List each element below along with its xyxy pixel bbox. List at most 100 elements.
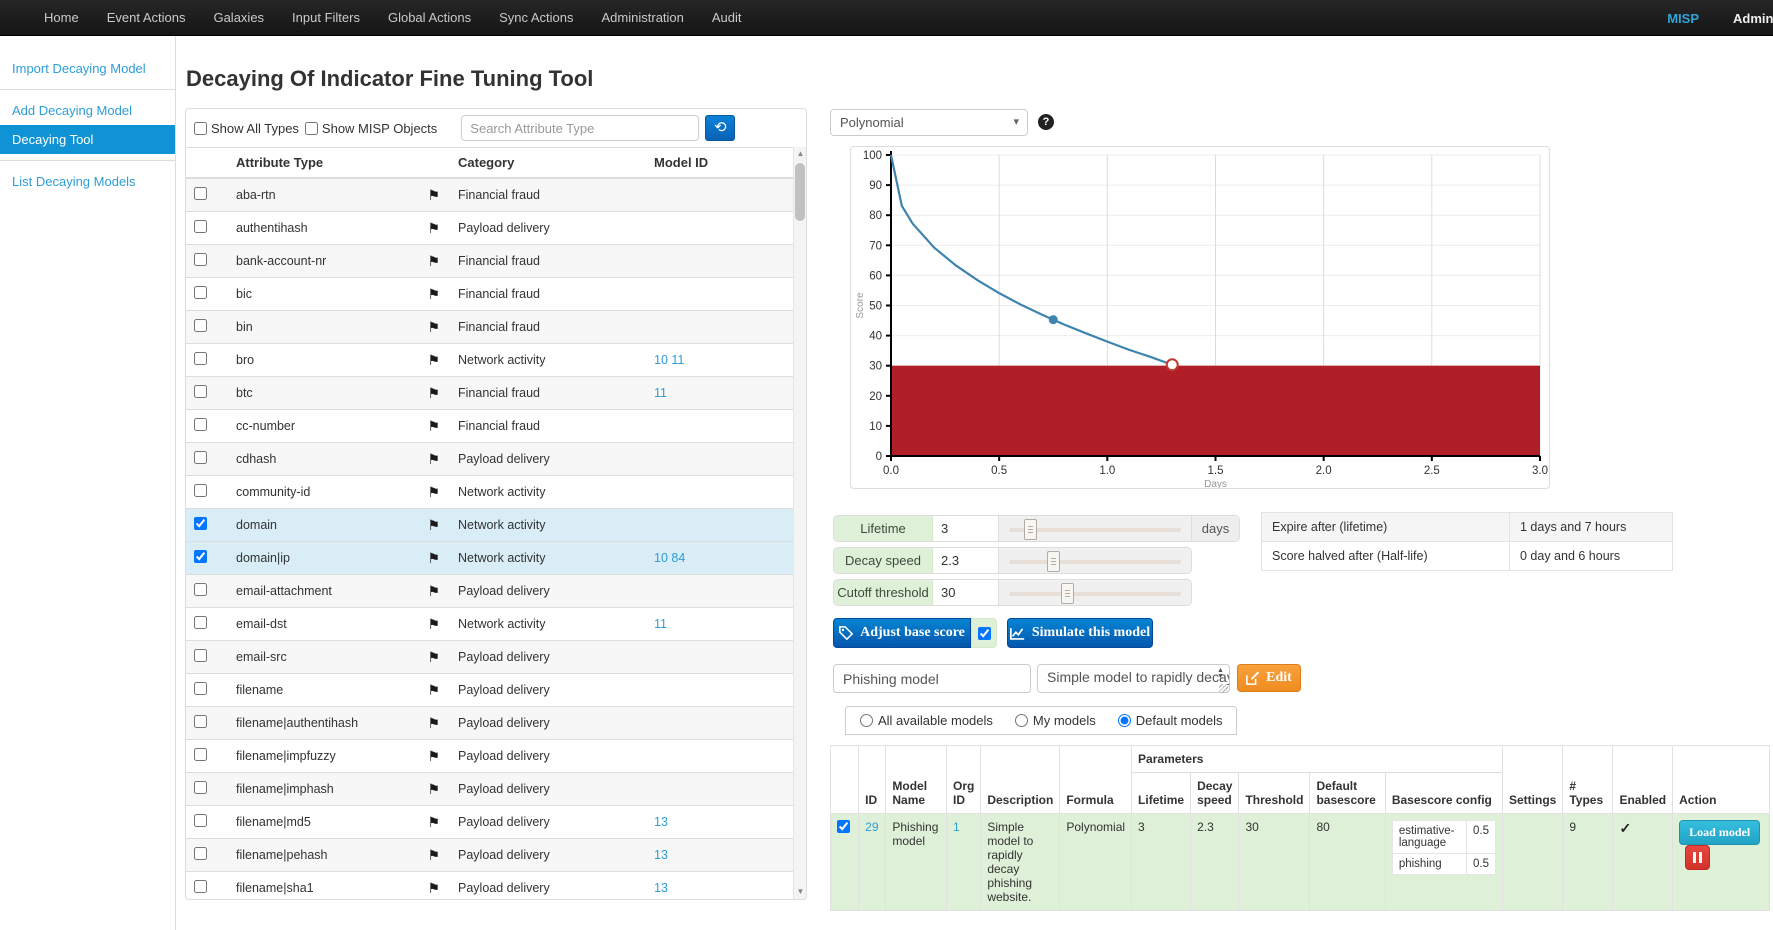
model-description-textarea[interactable]: Simple model to rapidly decay bbox=[1037, 664, 1230, 693]
attribute-checkbox[interactable] bbox=[194, 682, 207, 695]
slider-track[interactable] bbox=[1009, 592, 1181, 596]
attribute-checkbox[interactable] bbox=[194, 220, 207, 233]
nav-item-galaxies[interactable]: Galaxies bbox=[199, 0, 278, 36]
nav-item-home[interactable]: Home bbox=[30, 0, 93, 36]
attribute-checkbox[interactable] bbox=[194, 484, 207, 497]
attribute-checkbox[interactable] bbox=[194, 187, 207, 200]
curve-handle-filled[interactable] bbox=[1049, 315, 1058, 324]
attribute-checkbox[interactable] bbox=[194, 781, 207, 794]
radio-input-all-available-models[interactable] bbox=[860, 714, 873, 727]
load-model-button[interactable]: Load model bbox=[1679, 820, 1760, 845]
attribute-category-cell: Network activity bbox=[450, 607, 646, 640]
cutoff-threshold-input[interactable] bbox=[933, 580, 999, 605]
sidebar-item-list-decaying-models[interactable]: List Decaying Models bbox=[0, 167, 175, 196]
model-id-link[interactable]: 13 bbox=[654, 815, 668, 829]
slider-handle[interactable] bbox=[1061, 583, 1074, 604]
lifetime-input[interactable] bbox=[933, 516, 999, 541]
sidebar-item-import-decaying-model[interactable]: Import Decaying Model bbox=[0, 54, 175, 83]
attribute-category-cell: Payload delivery bbox=[450, 706, 646, 739]
slider-track[interactable] bbox=[1009, 560, 1181, 564]
scroll-down-arrow-icon[interactable]: ▼ bbox=[794, 885, 807, 899]
nav-item-global-actions[interactable]: Global Actions bbox=[374, 0, 485, 36]
textarea-scroll-arrows-icon[interactable]: ▲▼ bbox=[1217, 668, 1224, 680]
attribute-checkbox[interactable] bbox=[194, 616, 207, 629]
slider-handle[interactable] bbox=[1024, 519, 1037, 540]
attribute-row-checkbox-cell bbox=[186, 739, 228, 772]
sidebar-item-add-decaying-model[interactable]: Add Decaying Model bbox=[0, 96, 175, 125]
simulate-model-button[interactable]: Simulate this model bbox=[1007, 618, 1153, 648]
attribute-category-cell: Network activity bbox=[450, 343, 646, 376]
attribute-checkbox[interactable] bbox=[194, 583, 207, 596]
attribute-row-checkbox-cell bbox=[186, 277, 228, 310]
model-id-link[interactable]: 11 bbox=[654, 386, 667, 400]
attribute-checkbox[interactable] bbox=[194, 880, 207, 893]
attribute-checkbox[interactable] bbox=[194, 319, 207, 332]
decay-curve bbox=[891, 155, 1172, 365]
attribute-checkbox[interactable] bbox=[194, 385, 207, 398]
attribute-type-cell: filename⚑ bbox=[228, 673, 450, 706]
formula-select[interactable]: Polynomial ▾ bbox=[830, 109, 1028, 136]
show-misp-objects-checkbox[interactable] bbox=[305, 122, 318, 135]
model-id-link[interactable]: 11 bbox=[671, 353, 684, 367]
model-id-link[interactable]: 10 bbox=[654, 551, 668, 565]
pause-model-button[interactable] bbox=[1685, 845, 1710, 870]
model-row-checkbox[interactable] bbox=[837, 820, 850, 833]
attribute-checkbox[interactable] bbox=[194, 748, 207, 761]
attribute-checkbox[interactable] bbox=[194, 517, 207, 530]
model-id-link[interactable]: 11 bbox=[654, 617, 667, 631]
scrollbar-thumb[interactable] bbox=[795, 163, 805, 221]
model-id-link[interactable]: 10 bbox=[654, 353, 668, 367]
attribute-table-scrollbar[interactable]: ▲ ▼ bbox=[793, 147, 806, 899]
decay-speed-input[interactable] bbox=[933, 548, 999, 573]
attribute-checkbox[interactable] bbox=[194, 649, 207, 662]
attribute-checkbox[interactable] bbox=[194, 550, 207, 563]
nav-item-input-filters[interactable]: Input Filters bbox=[278, 0, 374, 36]
model-id-link[interactable]: 13 bbox=[654, 848, 668, 862]
model-name-input[interactable] bbox=[833, 664, 1031, 693]
org-id-link[interactable]: 1 bbox=[953, 820, 960, 834]
attribute-model-id-cell bbox=[646, 442, 795, 475]
x-tick-label: 3.0 bbox=[1532, 465, 1548, 477]
misp-brand-link[interactable]: MISP bbox=[1667, 11, 1699, 26]
slider-handle[interactable] bbox=[1047, 551, 1060, 572]
nav-item-event-actions[interactable]: Event Actions bbox=[93, 0, 200, 36]
radio-input-my-models[interactable] bbox=[1015, 714, 1028, 727]
attribute-checkbox[interactable] bbox=[194, 286, 207, 299]
user-menu[interactable]: Admin bbox=[1733, 11, 1773, 26]
attribute-checkbox[interactable] bbox=[194, 847, 207, 860]
textarea-resize-grip[interactable] bbox=[1219, 684, 1228, 693]
model-id-link[interactable]: 29 bbox=[865, 820, 878, 834]
radio-input-default-models[interactable] bbox=[1118, 714, 1131, 727]
nav-item-sync-actions[interactable]: Sync Actions bbox=[485, 0, 587, 36]
show-all-types-label: Show All Types bbox=[194, 121, 299, 136]
nav-item-administration[interactable]: Administration bbox=[588, 0, 698, 36]
show-all-types-checkbox[interactable] bbox=[194, 122, 207, 135]
reset-search-button[interactable]: ⟲ bbox=[705, 115, 735, 141]
info-row: Score halved after (Half-life)0 day and … bbox=[1262, 542, 1673, 571]
nav-item-audit[interactable]: Audit bbox=[698, 0, 756, 36]
attribute-checkbox[interactable] bbox=[194, 253, 207, 266]
sidebar-item-decaying-tool[interactable]: Decaying Tool bbox=[0, 125, 175, 154]
attribute-model-id-cell bbox=[646, 277, 795, 310]
help-icon[interactable]: ? bbox=[1038, 114, 1054, 130]
attribute-checkbox[interactable] bbox=[194, 451, 207, 464]
model-id-link[interactable]: 13 bbox=[654, 881, 668, 895]
attribute-model-id-cell: 11 bbox=[646, 376, 795, 409]
model-id-link[interactable]: 84 bbox=[671, 551, 685, 565]
scroll-up-arrow-icon[interactable]: ▲ bbox=[794, 147, 807, 161]
adjust-base-score-button[interactable]: Adjust base score bbox=[833, 618, 971, 648]
flag-icon: ⚑ bbox=[427, 814, 440, 831]
attribute-checkbox[interactable] bbox=[194, 814, 207, 827]
search-attribute-input[interactable] bbox=[461, 115, 699, 141]
show-misp-objects-text: Show MISP Objects bbox=[322, 121, 437, 136]
model-formula-cell: Polynomial bbox=[1060, 814, 1132, 911]
adjust-base-score-checkbox[interactable] bbox=[978, 627, 991, 640]
attribute-checkbox[interactable] bbox=[194, 352, 207, 365]
basescore-config-key: phishing bbox=[1392, 854, 1466, 875]
attribute-checkbox[interactable] bbox=[194, 715, 207, 728]
slider-row-decay-speed: Decay speed bbox=[833, 547, 1192, 574]
edit-model-button[interactable]: Edit bbox=[1237, 664, 1301, 692]
curve-handle-open[interactable] bbox=[1167, 359, 1178, 370]
slider-track[interactable] bbox=[1009, 528, 1181, 532]
attribute-checkbox[interactable] bbox=[194, 418, 207, 431]
